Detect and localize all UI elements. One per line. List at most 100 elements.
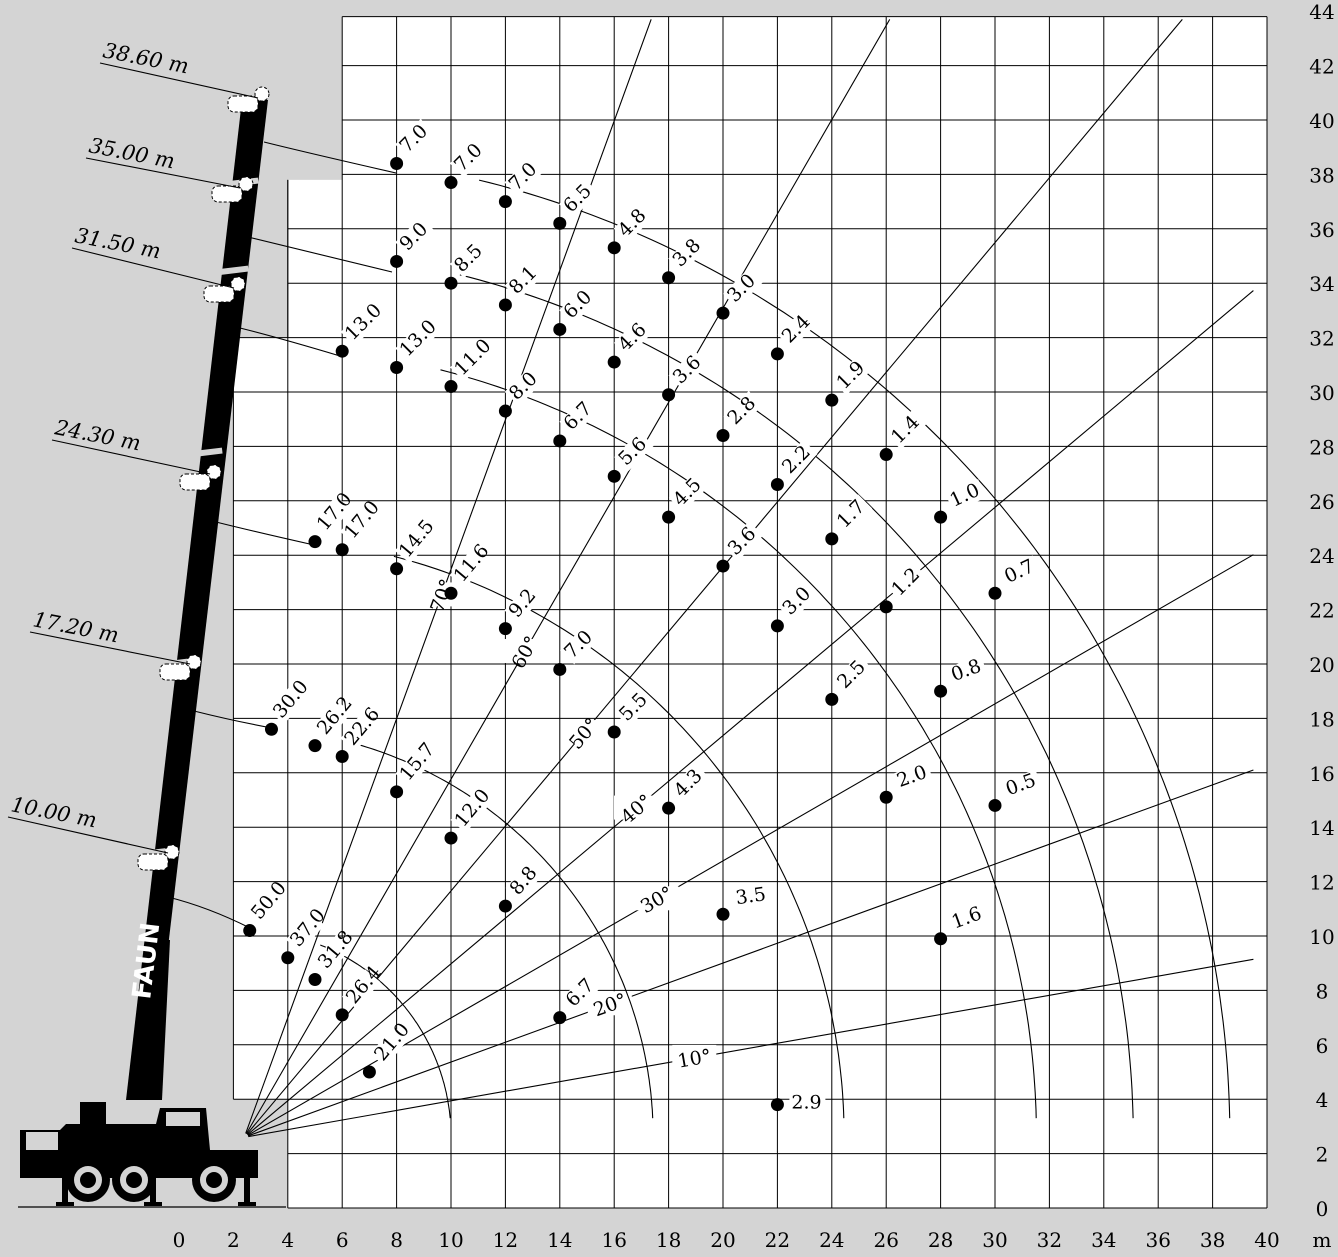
y-tick-label: 34 bbox=[1309, 272, 1334, 296]
data-label: 3.5 bbox=[734, 883, 767, 909]
data-label-bg bbox=[268, 683, 308, 725]
leader-line bbox=[193, 710, 273, 729]
boom-arcs bbox=[320, 179, 1231, 1119]
data-point bbox=[308, 535, 322, 549]
data-label-bg bbox=[340, 504, 379, 545]
boom-sheave bbox=[186, 654, 202, 670]
data-label-bg bbox=[285, 912, 325, 953]
x-tick-label: 22 bbox=[765, 1228, 790, 1252]
x-tick-label: 16 bbox=[601, 1228, 626, 1252]
outrigger-pad bbox=[144, 1202, 162, 1206]
x-tick-label: 28 bbox=[928, 1228, 953, 1252]
data-label-bg bbox=[1001, 769, 1043, 801]
data-point bbox=[444, 831, 458, 845]
data-label-bg bbox=[449, 238, 490, 279]
data-label-bg bbox=[892, 761, 934, 793]
data-label-bg bbox=[504, 582, 543, 624]
data-label-bg bbox=[732, 884, 771, 910]
boom-head bbox=[179, 473, 211, 491]
data-label-bg bbox=[370, 1026, 409, 1067]
data-label-bg bbox=[395, 746, 434, 787]
data-label: 2.9 bbox=[791, 1092, 821, 1114]
data-label-bg bbox=[560, 624, 600, 665]
data-point bbox=[390, 562, 404, 576]
data-point bbox=[553, 322, 567, 336]
data-label-bg bbox=[449, 547, 489, 589]
data-label-bg bbox=[559, 396, 600, 436]
x-tick-label: 38 bbox=[1200, 1228, 1225, 1252]
data-point bbox=[335, 1008, 349, 1022]
x-tick-label: 40 bbox=[1254, 1228, 1279, 1252]
outrigger bbox=[62, 1178, 68, 1204]
data-point bbox=[716, 559, 730, 573]
data-point bbox=[308, 973, 322, 987]
y-tick-label: 42 bbox=[1309, 55, 1334, 79]
data-point bbox=[879, 790, 893, 804]
data-point bbox=[390, 157, 404, 171]
cab-window bbox=[26, 1132, 58, 1150]
data-point bbox=[444, 380, 458, 394]
data-label-bg bbox=[613, 317, 654, 358]
angle-line-50 bbox=[246, 19, 1183, 1135]
data-label-bg bbox=[312, 495, 352, 537]
x-tick-label: 12 bbox=[493, 1228, 518, 1252]
boom-length-label: 38.60 m bbox=[101, 38, 191, 78]
data-label-bg bbox=[504, 260, 545, 300]
data-point bbox=[444, 176, 458, 190]
data-point bbox=[716, 907, 730, 921]
data-label-bg bbox=[313, 933, 353, 975]
data-label-bg bbox=[722, 268, 763, 309]
data-point bbox=[770, 477, 784, 491]
data-point bbox=[498, 899, 512, 913]
x-tick-label: 26 bbox=[873, 1228, 898, 1252]
leader-line bbox=[215, 521, 315, 546]
data-label-bg bbox=[505, 860, 545, 901]
outrigger-pad bbox=[56, 1202, 74, 1206]
x-tick-label: 36 bbox=[1145, 1228, 1170, 1252]
data-point bbox=[390, 254, 404, 268]
data-label-bg bbox=[723, 521, 764, 562]
data-point bbox=[553, 662, 567, 676]
data-point bbox=[662, 801, 676, 815]
data-point bbox=[335, 749, 349, 763]
data-point bbox=[879, 448, 893, 462]
wheel-hub bbox=[126, 1172, 142, 1188]
y-tick-label: 4 bbox=[1316, 1088, 1329, 1112]
y-tick-label: 6 bbox=[1316, 1034, 1329, 1058]
leader-lines bbox=[167, 141, 397, 929]
data-point bbox=[281, 951, 295, 965]
angle-label-bg bbox=[561, 720, 606, 745]
data-label-bg bbox=[947, 902, 989, 935]
data-point bbox=[335, 543, 349, 557]
y-tick-label: 20 bbox=[1309, 653, 1334, 677]
data-point bbox=[770, 619, 784, 633]
data-label-bg bbox=[832, 355, 872, 396]
angle-line-10 bbox=[248, 958, 1254, 1138]
data-point bbox=[498, 195, 512, 209]
data-point bbox=[662, 388, 676, 402]
y-tick-label: 26 bbox=[1309, 490, 1334, 514]
y-tick-label: 30 bbox=[1309, 381, 1334, 405]
data-point bbox=[988, 798, 1002, 812]
data-label-bg bbox=[312, 699, 352, 741]
boom-cylinder bbox=[148, 940, 170, 1100]
operator-window bbox=[166, 1112, 200, 1126]
y-tick-label: 38 bbox=[1309, 163, 1334, 187]
data-label-bg bbox=[832, 654, 873, 695]
data-point bbox=[362, 1065, 376, 1079]
y-tick-label: 32 bbox=[1309, 327, 1334, 351]
data-point bbox=[264, 722, 278, 736]
data-label-bg bbox=[887, 562, 927, 602]
angle-label-bg bbox=[614, 795, 659, 820]
data-point bbox=[662, 271, 676, 285]
boom-label-line bbox=[51, 439, 211, 475]
boom-sheave bbox=[230, 276, 246, 292]
series-2430m: 17.017.0 14.511.69.27.05.54.33.52.9 bbox=[308, 488, 826, 1114]
data-point bbox=[607, 241, 621, 255]
data-point bbox=[607, 469, 621, 483]
x-tick-label: 32 bbox=[1037, 1228, 1062, 1252]
boom-head bbox=[227, 95, 259, 113]
y-tick-label: 44 bbox=[1309, 0, 1334, 24]
